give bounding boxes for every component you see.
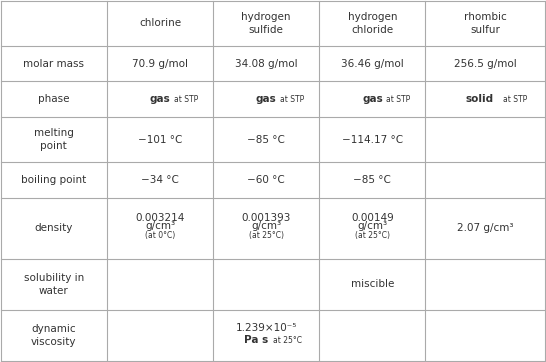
Text: Pa s: Pa s: [244, 335, 269, 345]
Text: −60 °C: −60 °C: [247, 175, 285, 185]
Text: −101 °C: −101 °C: [138, 135, 182, 144]
Text: solubility in
water: solubility in water: [23, 273, 84, 296]
Text: dynamic
viscosity: dynamic viscosity: [31, 324, 76, 347]
Text: 1.239×10⁻⁵: 1.239×10⁻⁵: [235, 323, 297, 333]
Text: boiling point: boiling point: [21, 175, 86, 185]
Text: rhombic
sulfur: rhombic sulfur: [464, 12, 507, 35]
Text: gas: gas: [150, 94, 170, 104]
Text: −34 °C: −34 °C: [141, 175, 179, 185]
Text: solid: solid: [466, 94, 494, 104]
Text: 0.001393: 0.001393: [241, 213, 291, 223]
Text: gas: gas: [362, 94, 383, 104]
Text: −85 °C: −85 °C: [247, 135, 285, 144]
Text: at STP: at STP: [174, 95, 198, 104]
Text: miscible: miscible: [351, 279, 394, 290]
Text: 2.07 g/cm³: 2.07 g/cm³: [457, 223, 514, 233]
Text: 36.46 g/mol: 36.46 g/mol: [341, 59, 403, 69]
Text: melting
point: melting point: [34, 128, 74, 151]
Text: at 25°C: at 25°C: [274, 336, 302, 345]
Text: (at 25°C): (at 25°C): [248, 231, 284, 240]
Text: (at 0°C): (at 0°C): [145, 231, 175, 240]
Text: gas: gas: [256, 94, 277, 104]
Text: g/cm³: g/cm³: [251, 221, 281, 231]
Text: hydrogen
sulfide: hydrogen sulfide: [241, 12, 291, 35]
Text: (at 25°C): (at 25°C): [355, 231, 390, 240]
Text: 34.08 g/mol: 34.08 g/mol: [235, 59, 298, 69]
Text: 256.5 g/mol: 256.5 g/mol: [454, 59, 517, 69]
Text: 70.9 g/mol: 70.9 g/mol: [132, 59, 188, 69]
Text: density: density: [34, 223, 73, 233]
Text: g/cm³: g/cm³: [357, 221, 388, 231]
Text: at STP: at STP: [387, 95, 411, 104]
Text: hydrogen
chloride: hydrogen chloride: [348, 12, 397, 35]
Text: g/cm³: g/cm³: [145, 221, 175, 231]
Text: at STP: at STP: [503, 95, 527, 104]
Text: 0.003214: 0.003214: [135, 213, 185, 223]
Text: molar mass: molar mass: [23, 59, 84, 69]
Text: −85 °C: −85 °C: [353, 175, 391, 185]
Text: chlorine: chlorine: [139, 18, 181, 28]
Text: 0.00149: 0.00149: [351, 213, 394, 223]
Text: at STP: at STP: [280, 95, 305, 104]
Text: phase: phase: [38, 94, 69, 104]
Text: −114.17 °C: −114.17 °C: [342, 135, 403, 144]
